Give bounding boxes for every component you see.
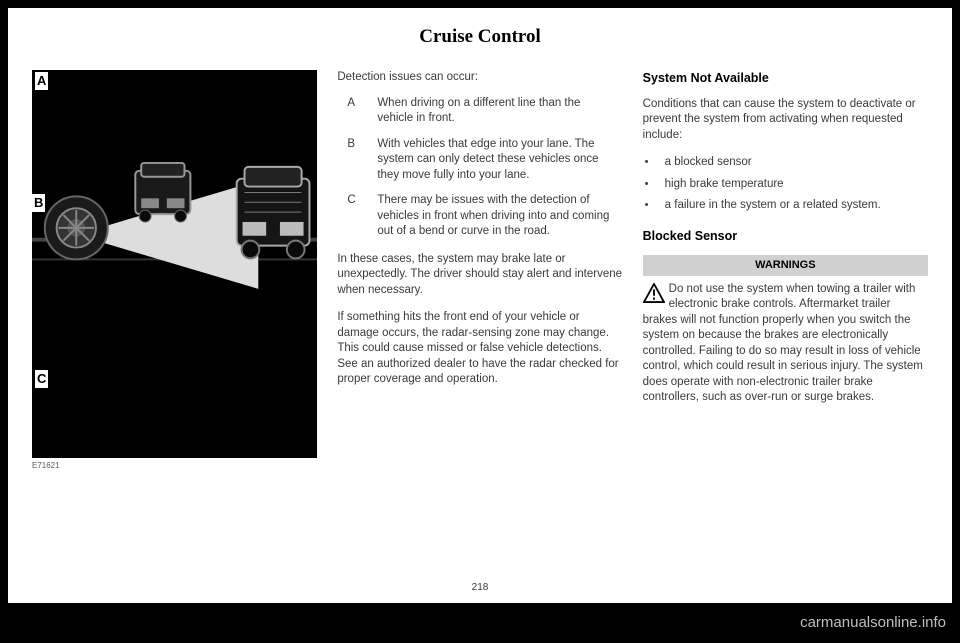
content-columns: A B C: [32, 70, 928, 478]
conditions-list: a blocked sensor high brake temperature …: [643, 155, 928, 214]
definition-letter: A: [347, 96, 361, 127]
list-item: high brake temperature: [643, 177, 928, 193]
section-intro: Conditions that can cause the system to …: [643, 97, 928, 144]
paragraph: In these cases, the system may brake lat…: [337, 252, 622, 299]
column-2: Detection issues can occur: A When drivi…: [337, 70, 622, 478]
section-title-system-not-available: System Not Available: [643, 70, 928, 87]
callout-a: A: [35, 72, 48, 90]
column-1: A B C: [32, 70, 317, 478]
page-number: 218: [8, 582, 952, 593]
definition-letter: C: [347, 193, 361, 240]
detection-diagram-svg: [32, 90, 317, 350]
warning-triangle-icon: [643, 283, 665, 303]
callout-c: C: [35, 370, 48, 388]
page-title: Cruise Control: [32, 26, 928, 48]
warning-text: Do not use the system when towing a trai…: [643, 283, 923, 404]
definition-item: B With vehicles that edge into your lane…: [337, 137, 622, 184]
definition-text: When driving on a different line than th…: [377, 96, 622, 127]
detection-diagram: A B C: [32, 70, 317, 458]
diagram-id: E71621: [32, 461, 317, 472]
definition-item: A When driving on a different line than …: [337, 96, 622, 127]
definition-text: With vehicles that edge into your lane. …: [377, 137, 622, 184]
detection-definitions: A When driving on a different line than …: [337, 96, 622, 240]
warning-body: Do not use the system when towing a trai…: [643, 282, 928, 406]
section-title-blocked-sensor: Blocked Sensor: [643, 228, 928, 245]
definition-letter: B: [347, 137, 361, 184]
detection-lead: Detection issues can occur:: [337, 70, 622, 86]
paragraph: If something hits the front end of your …: [337, 310, 622, 388]
list-item: a blocked sensor: [643, 155, 928, 171]
column-3: System Not Available Conditions that can…: [643, 70, 928, 478]
list-item: a failure in the system or a related sys…: [643, 198, 928, 214]
manual-page: Cruise Control A B C: [8, 8, 952, 603]
definition-text: There may be issues with the detection o…: [377, 193, 622, 240]
watermark: carmanualsonline.info: [800, 614, 946, 631]
definition-item: C There may be issues with the detection…: [337, 193, 622, 240]
warnings-header: WARNINGS: [643, 255, 928, 276]
